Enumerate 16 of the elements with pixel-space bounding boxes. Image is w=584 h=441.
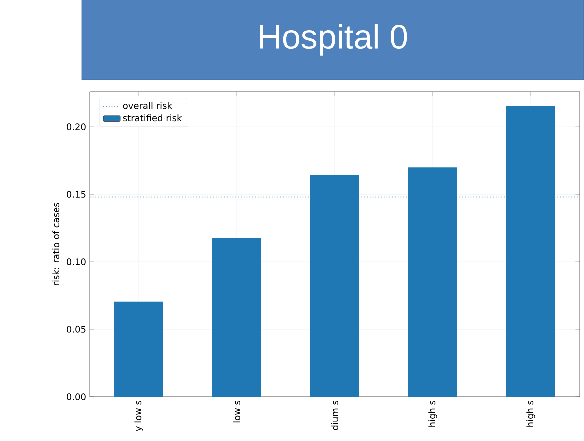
y-tick-label: 0.05 [67, 326, 86, 333]
x-tick-label: high s [526, 400, 536, 427]
x-tick-label: low s [234, 400, 240, 423]
chart-title: Hospital 0 [260, 24, 408, 56]
y-axis-title: risk: ratio of cases [52, 203, 60, 286]
x-tick-label: high s [428, 400, 438, 427]
y-tick-label: 0.00 [67, 394, 86, 400]
bar [212, 238, 262, 397]
legend-label: stratified risk [123, 114, 182, 122]
bar [114, 302, 164, 397]
x-tick-label: dium s [332, 400, 338, 430]
x-tick-label: y low s [134, 400, 144, 432]
y-tick-label: 0.20 [67, 124, 86, 130]
legend-label: overall risk [123, 102, 172, 110]
y-tick-label: 0.15 [67, 191, 86, 198]
y-tick-label: 0.10 [67, 258, 86, 266]
